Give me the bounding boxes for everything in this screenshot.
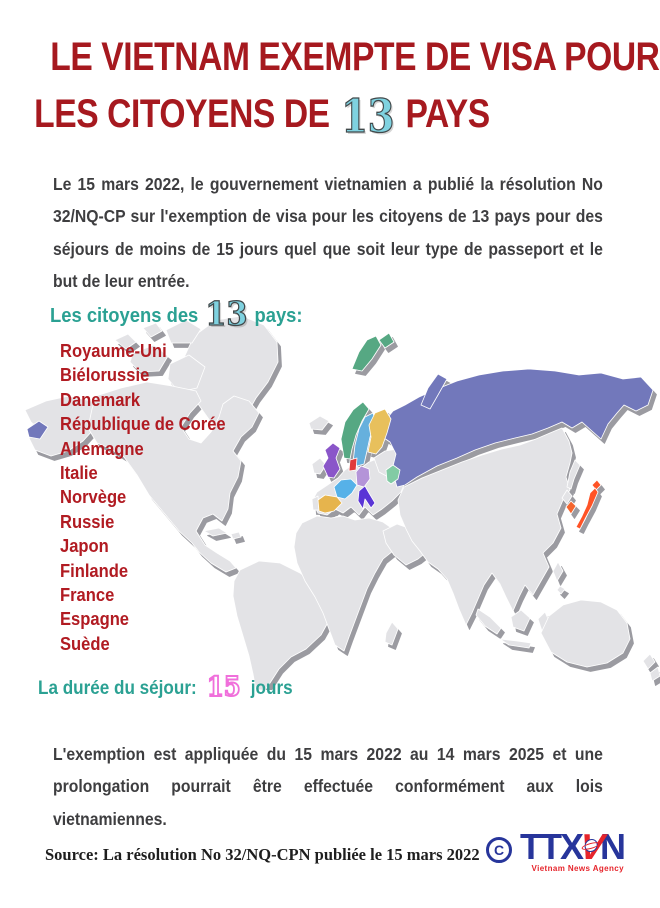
map-country-royaume-uni bbox=[322, 442, 341, 479]
title-line-1: LE VIETNAM EXEMPTE DE VISA POUR bbox=[50, 35, 660, 79]
map-region-greenland bbox=[181, 315, 279, 443]
country-item: Italie bbox=[60, 463, 98, 484]
map-region-arctic-island-2 bbox=[142, 322, 163, 338]
page-title: LE VIETNAM EXEMPTE DE VISA POUR LES CITO… bbox=[0, 30, 660, 144]
map-region-baffin bbox=[167, 354, 206, 393]
map-country-russie bbox=[380, 368, 654, 488]
country-list: Royaume-Uni Biélorussie Danemark Républi… bbox=[60, 339, 226, 656]
country-item: Danemark bbox=[60, 389, 141, 410]
citizens-count-13: 13 bbox=[205, 293, 248, 333]
map-country-espagne bbox=[317, 494, 343, 514]
duration-unit: jours bbox=[250, 678, 293, 699]
duration-line: La durée du séjour: 15 jours bbox=[38, 670, 293, 704]
map-country-japon bbox=[575, 487, 599, 530]
map-region-sumatra bbox=[475, 608, 502, 635]
country-item: Espagne bbox=[60, 609, 130, 630]
country-item: Norvège bbox=[60, 487, 127, 508]
country-item: Biélorussie bbox=[60, 365, 150, 386]
country-item: Finlande bbox=[60, 560, 129, 581]
title-line2-suffix: PAYS bbox=[405, 92, 490, 136]
logo-wordmark: TTXVN Vietnam News Agency bbox=[520, 826, 626, 874]
country-item: France bbox=[60, 585, 115, 606]
map-region-borneo bbox=[510, 609, 531, 632]
country-item: Royaume-Uni bbox=[60, 341, 167, 361]
map-region-asia bbox=[397, 427, 573, 626]
map-country-finlande bbox=[367, 408, 392, 455]
logo-subtitle: Vietnam News Agency bbox=[531, 864, 625, 873]
map-region-new-zealand-north bbox=[642, 653, 656, 670]
map-region-iceland bbox=[308, 415, 330, 431]
map-region-ellesmere bbox=[165, 319, 202, 344]
map-region-java bbox=[499, 638, 532, 649]
citizens-heading: Les citoyens des 13 pays: bbox=[50, 291, 303, 333]
agency-logo: C TTXVN Vietnam News Agency bbox=[486, 826, 626, 874]
map-region-portugal bbox=[311, 495, 320, 511]
duration-label: La durée du séjour: bbox=[38, 678, 197, 699]
map-region-philippines bbox=[552, 561, 564, 582]
map-country-republique-de-coree bbox=[565, 500, 577, 515]
source-text: Source: La résolution No 32/NQ-CPN publi… bbox=[45, 845, 480, 864]
copyright-icon: C bbox=[486, 837, 512, 863]
country-item: Russie bbox=[60, 511, 115, 532]
map-region-north-america bbox=[87, 381, 260, 573]
map-country-russie-novaya-zemlya bbox=[420, 373, 448, 410]
intro-paragraph: Le 15 mars 2022, le gouvernement vietnam… bbox=[53, 173, 603, 292]
citizens-heading-prefix: Les citoyens des bbox=[50, 305, 199, 327]
map-region-sakhalin bbox=[566, 459, 581, 490]
map-region-madagascar bbox=[384, 621, 399, 646]
world-map bbox=[24, 315, 660, 690]
map-country-russie-chukotka-west bbox=[26, 420, 49, 440]
duration-value-15: 15 bbox=[206, 671, 242, 704]
map-country-norvege-svalbard bbox=[351, 335, 382, 372]
map-region-hispaniola bbox=[230, 531, 242, 540]
logo-ttx: TTX bbox=[520, 826, 584, 867]
title-number-13: 13 bbox=[341, 88, 395, 143]
map-region-philippines-2 bbox=[556, 585, 566, 595]
country-item: République de Corée bbox=[60, 414, 226, 435]
map-region-new-zealand-south bbox=[649, 666, 660, 682]
map-country-japon-hokkaido bbox=[591, 479, 602, 491]
citizens-heading-suffix: pays: bbox=[254, 305, 303, 327]
map-country-norvege bbox=[340, 401, 370, 460]
map-region-ireland bbox=[311, 457, 327, 475]
map-country-italie bbox=[357, 485, 376, 510]
map-country-norvege-svalbard-2 bbox=[378, 332, 395, 349]
map-region-cuba bbox=[203, 527, 228, 537]
title-line-2: LES CITOYENS DE 13 PAYS bbox=[0, 84, 526, 143]
map-country-danemark bbox=[348, 457, 358, 472]
map-country-bielorussie bbox=[385, 464, 401, 485]
map-region-arctic-island-1 bbox=[114, 333, 137, 350]
map-country-france bbox=[333, 478, 358, 500]
map-region-north-korea bbox=[561, 489, 573, 505]
map-region-australia bbox=[540, 599, 631, 668]
outro-paragraph: L'exemption est appliquée du 15 mars 202… bbox=[53, 743, 603, 829]
country-item: Japon bbox=[60, 536, 109, 557]
country-item: Allemagne bbox=[60, 438, 144, 459]
map-region-africa bbox=[293, 515, 401, 652]
map-region-victoria-island bbox=[129, 344, 169, 373]
country-item: Suède bbox=[60, 633, 110, 654]
logo-v-icon: V bbox=[578, 826, 604, 867]
title-line2-prefix: LES CITOYENS DE bbox=[34, 92, 330, 136]
logo-n: N bbox=[600, 826, 626, 867]
